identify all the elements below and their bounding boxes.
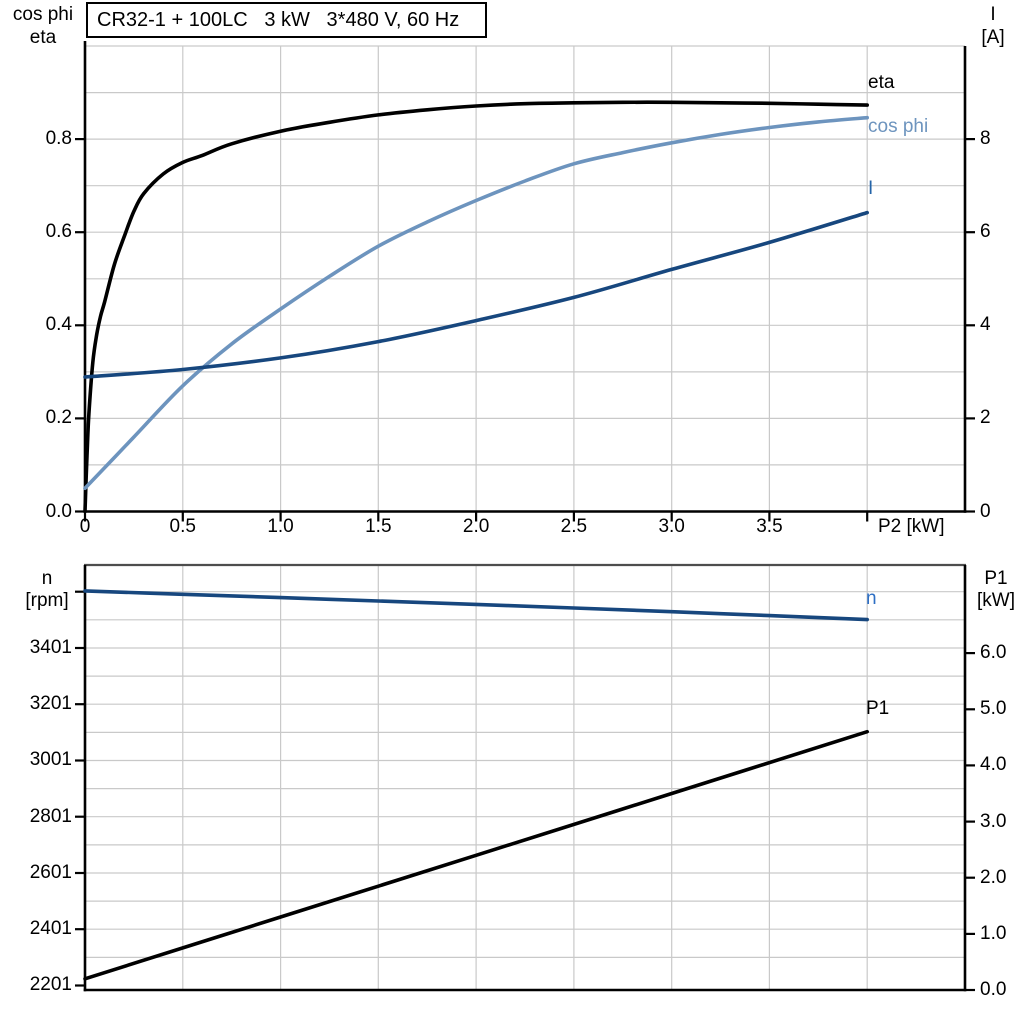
- left-axis-tick-label: 0.4: [45, 314, 72, 336]
- left-axis-tick-label: 0.8: [45, 128, 72, 150]
- axis-ticks: [75, 590, 975, 992]
- x-axis-tick-label: 2.0: [462, 516, 490, 537]
- curve-n: [83, 589, 869, 622]
- right-axis-tick-label: 3.0: [980, 810, 1007, 832]
- motor-speed-power-chart: [75, 563, 975, 992]
- x-axis-tick-label: 0: [79, 516, 91, 537]
- x-axis-tick-label: 2.5: [560, 516, 588, 537]
- x-axis-tick-label: 0.5: [169, 516, 196, 537]
- x-axis-tick-label: 1.5: [365, 516, 392, 537]
- left-axis-tick-label: 3401: [29, 636, 72, 658]
- curve-title-text: CR32-1 + 100LC 3 kW 3*480 V, 60 Hz: [97, 9, 460, 31]
- right-axis-tick-label: 8: [980, 128, 991, 150]
- left-axis-tick-label: 3201: [29, 693, 72, 715]
- left-axis-tick-label: 0.0: [45, 500, 72, 522]
- top-left-axis-title-line2: eta: [29, 27, 57, 48]
- bottom-left-axis-title-line2: [rpm]: [25, 590, 69, 611]
- right-axis-tick-label: 6.0: [980, 642, 1007, 664]
- curve-I: [83, 210, 869, 379]
- top-right-axis-title-line1: I: [990, 4, 996, 25]
- right-axis-tick-label: 1.0: [980, 922, 1007, 944]
- right-axis-tick-label: 4.0: [980, 754, 1007, 776]
- left-axis-tick-label: 2401: [29, 918, 72, 940]
- curve-eta: [83, 100, 869, 514]
- left-axis-tick-label: 2801: [29, 805, 72, 827]
- axes: [83, 41, 967, 513]
- bottom-right-axis-title-line1: P1: [984, 568, 1008, 589]
- right-axis-tick-label: 4: [980, 314, 991, 336]
- curve-title-box: CR32-1 + 100LC 3 kW 3*480 V, 60 Hz: [86, 2, 487, 38]
- x-axis-label-p2: P2 [kW]: [878, 516, 945, 537]
- right-axis-tick-label: 2.0: [980, 866, 1007, 888]
- right-axis-tick-label: 5.0: [980, 698, 1007, 720]
- bottom-left-axis-title-line1: n: [41, 568, 53, 589]
- left-axis-tick-label: 2601: [29, 861, 72, 883]
- x-axis-tick-label: 1.0: [267, 516, 294, 537]
- bottom-right-axis-title-line2: [kW]: [977, 590, 1015, 611]
- x-axis-tick-label: 3.5: [756, 516, 783, 537]
- curve-label-eta: eta: [868, 72, 895, 93]
- top-left-axis-title-line1: cos phi: [12, 4, 74, 25]
- gridlines: [85, 45, 965, 512]
- right-axis-tick-label: 0.0: [980, 979, 1007, 1000]
- curve-label-I: I: [868, 178, 874, 199]
- left-axis-tick-label: 3001: [29, 749, 72, 771]
- left-axis-tick-label: 0.6: [45, 221, 72, 243]
- x-axis-tick-label: 3.0: [658, 516, 685, 537]
- curve-label-cos-phi: cos phi: [868, 116, 929, 137]
- left-axis-tick-label: 2201: [29, 974, 72, 996]
- gridlines: [85, 565, 965, 990]
- axes: [83, 565, 967, 992]
- axis-ticks: [75, 138, 975, 522]
- curve-label-P1: P1: [866, 698, 890, 719]
- curve-P1: [83, 729, 869, 981]
- curve-label-n: n: [866, 588, 877, 609]
- motor-electrical-chart: [75, 41, 975, 522]
- right-axis-tick-label: 2: [980, 407, 991, 429]
- right-axis-tick-label: 0: [980, 500, 991, 522]
- right-axis-tick-label: 6: [980, 221, 991, 243]
- top-right-axis-title-line2: [A]: [981, 27, 1005, 48]
- left-axis-tick-label: 0.2: [45, 407, 72, 429]
